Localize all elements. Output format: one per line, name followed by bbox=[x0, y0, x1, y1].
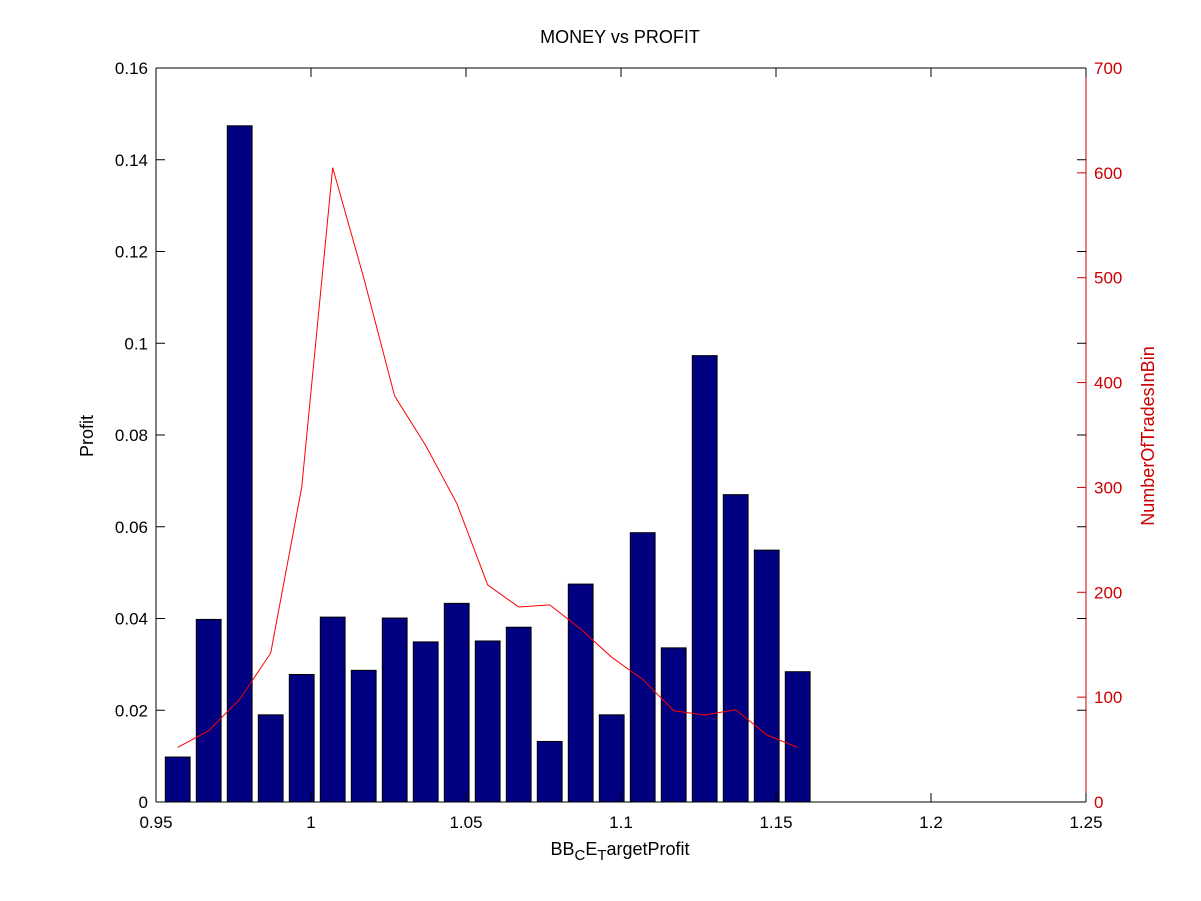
y-right-tick-label-3: 300 bbox=[1094, 478, 1122, 497]
x-label-part-1: C bbox=[574, 847, 585, 864]
bar-8 bbox=[412, 641, 439, 803]
y-left-tick-label-3: 0.06 bbox=[115, 518, 148, 537]
y-right-tick-label-4: 400 bbox=[1094, 374, 1122, 393]
y-left-tick-label-2: 0.04 bbox=[115, 610, 148, 629]
x-tick-label-1: 1 bbox=[306, 813, 315, 832]
x-label-part-3: T bbox=[597, 847, 606, 864]
x-label-part-2: E bbox=[585, 839, 597, 859]
y-left-tick-label-1: 0.02 bbox=[115, 701, 148, 720]
bar-12 bbox=[536, 740, 563, 803]
y-axis-right-label: NumberOfTradesInBin bbox=[1138, 346, 1158, 525]
y-axis-left-label: Profit bbox=[77, 415, 97, 457]
bar-13 bbox=[567, 583, 594, 803]
y-right-tick-label-0: 0 bbox=[1094, 793, 1103, 812]
y-right-tick-label-1: 100 bbox=[1094, 688, 1122, 707]
bar-15 bbox=[629, 532, 656, 803]
bar-6 bbox=[350, 669, 377, 803]
bar-10 bbox=[474, 640, 501, 803]
y-left-tick-label-8: 0.16 bbox=[115, 59, 148, 78]
bar-18 bbox=[722, 494, 749, 803]
bar-9 bbox=[443, 602, 470, 803]
bar-11 bbox=[505, 626, 532, 803]
bar-20 bbox=[784, 671, 811, 803]
bar-14 bbox=[598, 714, 625, 803]
x-label-part-0: BB bbox=[550, 839, 574, 859]
bar-16 bbox=[660, 647, 687, 803]
y-left-tick-label-5: 0.1 bbox=[124, 334, 148, 353]
y-left-tick-label-0: 0 bbox=[139, 793, 148, 812]
bar-2 bbox=[226, 125, 253, 803]
trades-line-layer bbox=[177, 167, 798, 748]
ticks: 0.95 1 1.05 1.1 1.15 1.2 1.2500.020.040.060.08… bbox=[115, 59, 1122, 832]
x-tick-label-5: 1.2 bbox=[919, 813, 943, 832]
bar-1 bbox=[195, 618, 222, 803]
x-tick-label-4: 1.15 bbox=[759, 813, 792, 832]
chart-title: MONEY vs PROFIT bbox=[540, 27, 700, 47]
x-tick-label-3: 1.1 bbox=[609, 813, 633, 832]
y-left-tick-label-6: 0.12 bbox=[115, 243, 148, 262]
bar-5 bbox=[319, 616, 346, 803]
x-label-part-4: argetProfit bbox=[607, 839, 690, 859]
bar-19 bbox=[753, 549, 780, 803]
bar-4 bbox=[288, 673, 315, 803]
trades-line bbox=[177, 167, 798, 748]
y-left-tick-label-7: 0.14 bbox=[115, 151, 148, 170]
y-right-tick-label-5: 500 bbox=[1094, 269, 1122, 288]
bar-17 bbox=[691, 355, 718, 803]
x-tick-label-2: 1.05 bbox=[449, 813, 482, 832]
bar-0 bbox=[164, 756, 191, 803]
x-tick-label-0: 0.95 bbox=[139, 813, 172, 832]
bar-3 bbox=[257, 714, 284, 803]
y-right-tick-label-7: 700 bbox=[1094, 59, 1122, 78]
x-tick-label-6: 1.25 bbox=[1069, 813, 1102, 832]
y-left-tick-label-4: 0.08 bbox=[115, 426, 148, 445]
bar-7 bbox=[381, 617, 408, 803]
profit-bars bbox=[164, 125, 811, 803]
x-axis-label: BBCETargetProfit bbox=[550, 839, 689, 864]
y-right-tick-label-2: 200 bbox=[1094, 583, 1122, 602]
y-right-tick-label-6: 600 bbox=[1094, 164, 1122, 183]
